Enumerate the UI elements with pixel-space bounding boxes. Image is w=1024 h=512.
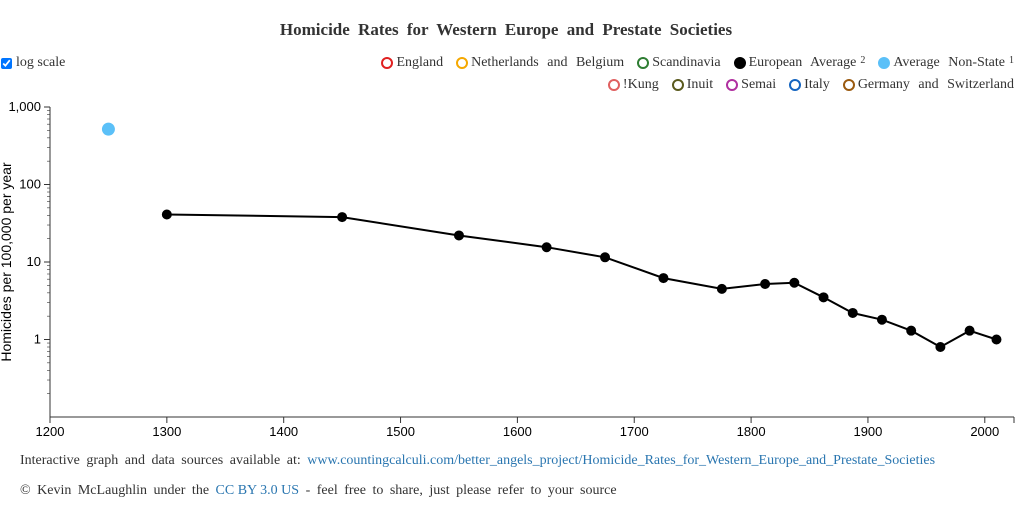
x-tick-label: 1800	[737, 424, 766, 439]
footer-license-suffix: - feel free to share, just please refer …	[305, 483, 617, 498]
y-axis-label: Homicides per 100,000 per year	[0, 162, 14, 362]
legend-item-england[interactable]: England	[381, 55, 443, 71]
x-tick-label: 1200	[36, 424, 65, 439]
legend-marker	[671, 79, 684, 91]
legend-label: Inuit	[686, 77, 714, 92]
legend-label: Scandinavia	[652, 55, 721, 70]
data-point-0	[847, 307, 858, 318]
legend-marker	[842, 79, 855, 91]
log-scale-checkbox[interactable]	[1, 57, 12, 69]
footer-source-prefix: Interactive graph and data sources avail…	[20, 453, 301, 468]
y-tick-label: 100	[19, 177, 41, 192]
log-scale-label: log scale	[16, 55, 66, 70]
legend-label: Average Non-State	[893, 55, 1005, 70]
data-point-0	[818, 292, 829, 303]
legend-marker	[733, 57, 746, 69]
legend-row-2: !Kung Inuit Semai Italy Germany and Switzerl…	[595, 77, 1014, 93]
x-tick-label: 1300	[152, 424, 181, 439]
legend-item-average-non-state[interactable]: Average Non-State 1	[878, 55, 1014, 71]
legend-item-kung[interactable]: !Kung	[607, 77, 659, 93]
x-tick-label: 1900	[853, 424, 882, 439]
data-point-0	[906, 325, 917, 336]
legend-item-semai[interactable]: Semai	[726, 77, 776, 93]
legend-item-netherlands-and-belgium[interactable]: Netherlands and Belgium	[456, 55, 624, 71]
legend-label: European Average	[748, 55, 857, 70]
x-tick-label: 2000	[970, 424, 999, 439]
legend-marker	[726, 79, 739, 91]
legend-label: England	[396, 55, 444, 70]
log-scale-toggle[interactable]: log scale	[0, 55, 65, 71]
chart-title: Homicide Rates for Western Europe and Pr…	[279, 20, 733, 39]
data-point-0	[964, 325, 975, 336]
data-point-0	[991, 334, 1002, 345]
legend-marker	[607, 79, 620, 91]
legend-label: !Kung	[622, 77, 659, 92]
x-tick-label: 1500	[386, 424, 415, 439]
data-point-0	[760, 279, 771, 290]
legend-marker	[789, 79, 802, 91]
legend-label: Italy	[804, 77, 830, 92]
legend-marker	[456, 57, 469, 69]
data-point-0	[876, 314, 887, 325]
data-point-0	[658, 273, 669, 284]
data-point-0	[161, 209, 172, 220]
x-tick-label: 1700	[620, 424, 649, 439]
legend-marker	[878, 57, 891, 69]
data-point-1	[101, 122, 115, 136]
legend-footnote: 1	[1009, 54, 1014, 66]
x-tick-label: 1400	[269, 424, 298, 439]
legend-item-italy[interactable]: Italy	[789, 77, 830, 93]
legend-label: Semai	[741, 77, 777, 92]
legend-label: Germany and Switzerland	[857, 77, 1014, 92]
y-tick-label: 1	[34, 332, 41, 347]
legend-item-inuit[interactable]: Inuit	[671, 77, 714, 93]
data-point-0	[716, 283, 727, 294]
legend-row-1: England Netherlands and Belgium Scandinavi…	[368, 55, 1014, 71]
footer-license-line: © Kevin McLaughlin under the CC BY 3.0 U…	[20, 483, 617, 499]
data-point-0	[541, 242, 552, 253]
legend-item-european-average[interactable]: European Average 2	[733, 54, 866, 71]
series-line-0	[166, 213, 997, 349]
data-point-0	[935, 342, 946, 353]
legend-marker	[637, 57, 650, 69]
x-tick-label: 1600	[503, 424, 532, 439]
footer-source-line: Interactive graph and data sources avail…	[20, 453, 935, 469]
legend-item-germany-and-switzerland[interactable]: Germany and Switzerland	[842, 77, 1014, 93]
y-tick-label: 10	[27, 254, 41, 269]
footer-copyright: © Kevin McLaughlin under the	[20, 483, 210, 498]
data-point-0	[600, 252, 611, 263]
data-point-0	[337, 212, 348, 223]
data-point-0	[789, 277, 800, 288]
legend-marker	[381, 57, 394, 69]
data-point-0	[453, 230, 464, 241]
legend-label: Netherlands and Belgium	[471, 55, 625, 70]
legend-item-scandinavia[interactable]: Scandinavia	[637, 55, 721, 71]
footer-license-link[interactable]: CC BY 3.0 US	[215, 483, 300, 498]
y-tick-label: 1,000	[8, 99, 41, 114]
legend-footnote: 2	[860, 54, 866, 66]
footer-source-link[interactable]: www.countingcalculi.com/better_angels_pr…	[307, 453, 936, 468]
